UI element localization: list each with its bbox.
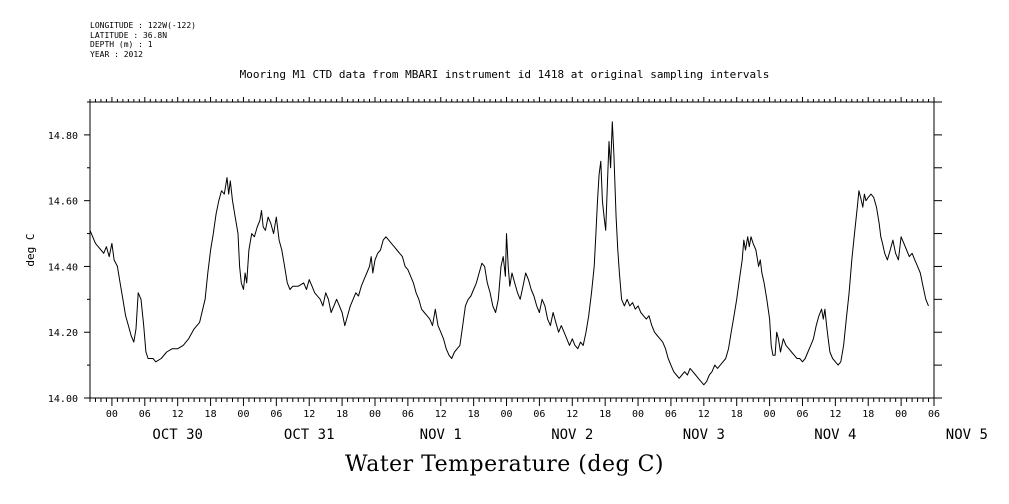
metadata-block: LONGITUDE : 122W(-122) LATITUDE : 36.8N … [90, 21, 196, 59]
x-hour-tick-label: 18 [468, 409, 480, 420]
x-hour-tick-label: 06 [270, 409, 282, 420]
x-hour-tick-label: 12 [566, 409, 578, 420]
x-hour-tick-label: 00 [106, 409, 118, 420]
x-day-label: NOV 3 [683, 427, 725, 443]
x-hour-tick-label: 06 [928, 409, 940, 420]
x-hour-tick-label: 18 [599, 409, 611, 420]
chart-title: Mooring M1 CTD data from MBARI instrumen… [239, 68, 770, 81]
x-hour-tick-label: 06 [796, 409, 808, 420]
y-axis-label: deg C [24, 233, 37, 266]
x-hour-tick-label: 00 [237, 409, 249, 420]
x-day-label: NOV 5 [946, 427, 988, 443]
x-day-label: NOV 4 [814, 427, 856, 443]
y-tick-label: 14.60 [48, 197, 78, 208]
y-tick-label: 14.20 [48, 328, 78, 339]
x-axis: 00 06 12 18 00 06 12 18 00 06 12 18 00 06 12 18 00 06 12 18… [89, 97, 988, 443]
x-hour-tick-label: 18 [862, 409, 874, 420]
x-hour-tick-label: 06 [533, 409, 545, 420]
x-hour-tick-label: 12 [303, 409, 315, 420]
meta-latitude: LATITUDE : 36.8N [90, 30, 168, 40]
x-hour-tick-label: 00 [500, 409, 512, 420]
x-hour-tick-label: 06 [402, 409, 414, 420]
x-hour-tick-label: 18 [205, 409, 217, 420]
x-hour-tick-label: 18 [336, 409, 348, 420]
x-hour-tick-label: 06 [665, 409, 677, 420]
x-hour-tick-label: 00 [632, 409, 644, 420]
y-tick-label: 14.80 [48, 131, 78, 142]
x-hour-tick-label: 12 [172, 409, 184, 420]
x-day-label: NOV 1 [420, 427, 462, 443]
x-hour-tick-label: 06 [139, 409, 151, 420]
x-hour-tick-label: 12 [435, 409, 447, 420]
y-axis: 14.00 14.20 14.40 14.60 14.80 [48, 101, 942, 405]
meta-depth: DEPTH (m) : 1 [90, 40, 153, 49]
series-layer [89, 121, 929, 386]
meta-year: YEAR : 2012 [90, 49, 143, 59]
meta-longitude: LONGITUDE : 122W(-122) [90, 21, 196, 30]
x-day-label: NOV 2 [551, 427, 593, 443]
x-hour-tick-label: 00 [764, 409, 776, 420]
x-day-label: OCT 30 [152, 427, 203, 443]
x-day-label: OCT 31 [284, 427, 335, 443]
x-hour-tick-label: 00 [369, 409, 381, 420]
x-hour-tick-label: 12 [698, 409, 710, 420]
y-tick-label: 14.00 [48, 394, 78, 405]
x-hour-tick-label: 18 [731, 409, 743, 420]
x-hour-tick-label: 12 [829, 409, 841, 420]
y-tick-label: 14.40 [48, 262, 78, 273]
footer-title: Water Temperature (deg C) [345, 452, 664, 477]
temperature-series-line [89, 121, 929, 386]
x-hour-tick-label: 00 [895, 409, 907, 420]
